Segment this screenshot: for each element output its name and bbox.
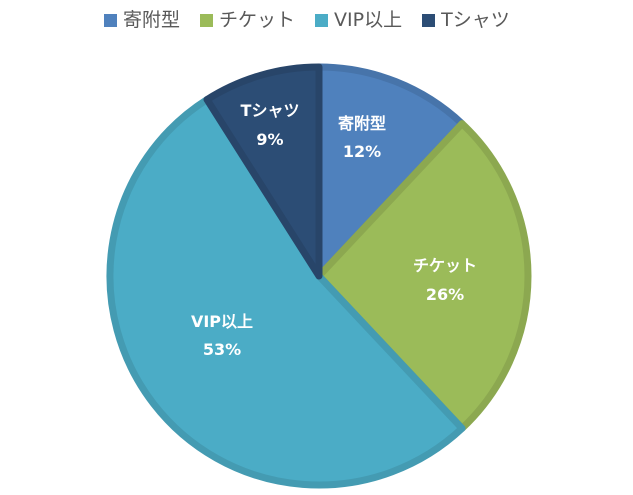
legend-swatch-icon xyxy=(422,13,436,27)
pie-slice-vip xyxy=(106,96,466,489)
legend-label: チケット xyxy=(219,9,296,31)
pie-slice-donation xyxy=(315,63,466,280)
legend-item-ticket: チケット xyxy=(200,8,295,32)
slice-label-tshirt: Tシャツ 9% xyxy=(241,101,300,149)
pie-slices xyxy=(106,63,532,489)
slice-label-ticket: チケット 26% xyxy=(413,256,477,304)
svg-text:チケット: チケット xyxy=(413,256,477,275)
pie-slice-tshirt xyxy=(203,63,323,280)
legend-label: VIP以上 xyxy=(334,9,403,31)
slice-label-vip: VIP以上 53% xyxy=(191,312,253,359)
svg-text:Tシャツ: Tシャツ xyxy=(241,101,300,120)
legend-swatch-icon xyxy=(315,13,329,27)
legend-item-tshirt: Tシャツ xyxy=(422,8,510,32)
svg-text:VIP以上: VIP以上 xyxy=(191,312,253,331)
svg-text:53%: 53% xyxy=(203,340,241,359)
legend-item-donation: 寄附型 xyxy=(104,8,180,32)
legend-item-vip: VIP以上 xyxy=(315,8,402,32)
legend-swatch-icon xyxy=(200,13,214,27)
pie-slice-ticket xyxy=(315,120,532,432)
svg-text:12%: 12% xyxy=(343,142,381,161)
slice-label-donation: 寄附型 12% xyxy=(338,114,386,161)
legend-label: Tシャツ xyxy=(441,9,510,31)
svg-text:寄附型: 寄附型 xyxy=(338,114,386,133)
chart-legend: 寄附型 チケット VIP以上 Tシャツ xyxy=(104,6,530,34)
legend-swatch-icon xyxy=(104,13,117,27)
svg-text:26%: 26% xyxy=(426,285,464,304)
legend-label: 寄附型 xyxy=(123,9,181,31)
svg-text:9%: 9% xyxy=(256,130,283,149)
